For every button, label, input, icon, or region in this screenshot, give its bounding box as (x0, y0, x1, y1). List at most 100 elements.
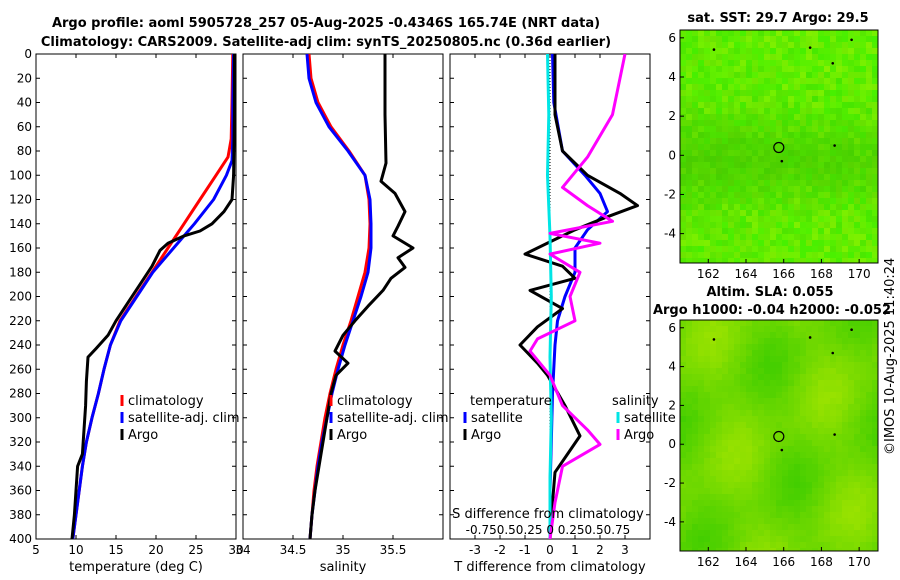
sla_map-cell (842, 512, 849, 519)
sst_map-cell (770, 120, 777, 127)
sst_map-cell (716, 192, 723, 199)
sst_map-cell (728, 36, 735, 43)
sst_map-cell (812, 156, 819, 163)
sla_map-cell (842, 464, 849, 471)
sla_map-cell (788, 512, 795, 519)
sla_map-cell (836, 404, 843, 411)
sla_map-cell (770, 338, 777, 345)
sst_map-cell (746, 144, 753, 151)
sst_map-cell (848, 84, 855, 91)
sla_map-cell (752, 542, 759, 549)
sst_map-cell (830, 108, 837, 115)
sst_map-cell (848, 96, 855, 103)
sst_map-cell (836, 240, 843, 247)
sst_map-cell (788, 132, 795, 139)
sla_map-cell (692, 518, 699, 525)
sst_map-cell (740, 150, 747, 157)
sla_map-cell (836, 386, 843, 393)
sst_map-cell (866, 240, 873, 247)
sla_map-cell (752, 332, 759, 339)
sla_map-cell (842, 386, 849, 393)
sla_map-cell (740, 338, 747, 345)
sla_map-cell (830, 506, 837, 513)
sla_map-cell (680, 434, 687, 441)
sst_map-cell (746, 192, 753, 199)
sla_map-cell (776, 386, 783, 393)
sla_map-cell (788, 524, 795, 531)
sst_map-cell (806, 198, 813, 205)
sla_map-cell (704, 542, 711, 549)
sst_map-cell (776, 228, 783, 235)
temperature-ytick-label: 0 (24, 47, 32, 61)
sst_map-cell (842, 72, 849, 79)
sst_map-cell (680, 186, 687, 193)
temperature-ytick-label: 400 (9, 532, 32, 546)
sla_map-cell (824, 494, 831, 501)
sst_map-cell (728, 54, 735, 61)
sla_map-cell (830, 410, 837, 417)
sst_map-cell (758, 234, 765, 241)
sst_map-cell (752, 138, 759, 145)
sst_map-cell (860, 48, 867, 55)
sst_map-cell (680, 174, 687, 181)
sst_map-cell (806, 48, 813, 55)
sla_map-cell (770, 470, 777, 477)
sla_map-cell (734, 374, 741, 381)
sst_map-cell (686, 174, 693, 181)
temperature-ytick-label: 220 (9, 314, 32, 328)
sst_map-cell (686, 210, 693, 217)
sst_map-cell (800, 210, 807, 217)
sst_map-cell (692, 36, 699, 43)
sla_map-cell (800, 410, 807, 417)
sla_map-cell (806, 488, 813, 495)
sla_map-cell (686, 332, 693, 339)
sst_map-cell (824, 138, 831, 145)
sla_map-cell (842, 356, 849, 363)
sla_map-cell (866, 524, 873, 531)
sst_map-cell (782, 36, 789, 43)
sst_map-cell (734, 102, 741, 109)
sla_map-cell (698, 338, 705, 345)
sla_map-cell (854, 416, 861, 423)
sla_map-cell (866, 476, 873, 483)
sla_map-cell (722, 500, 729, 507)
sla_map-cell (824, 476, 831, 483)
sst_map-cell (710, 138, 717, 145)
sla_map-cell (770, 446, 777, 453)
sst_map-cell (872, 180, 878, 187)
sst_map-cell (746, 240, 753, 247)
sla_map-cell (734, 536, 741, 543)
sst_map-cell (842, 120, 849, 127)
sst_map-cell (860, 138, 867, 145)
sla_map-cell (734, 422, 741, 429)
sla_map-cell (782, 518, 789, 525)
sst_map-cell (704, 36, 711, 43)
sst_map-cell (842, 222, 849, 229)
sst_map-cell (710, 60, 717, 67)
sla_map-cell (686, 452, 693, 459)
sst_map-cell (872, 108, 878, 115)
sst_map-cell (734, 108, 741, 115)
sla_map-cell (812, 470, 819, 477)
sst_map-cell (758, 150, 765, 157)
sst_map-cell (686, 240, 693, 247)
sla_map-cell (734, 332, 741, 339)
sst_map-cell (686, 78, 693, 85)
sst_map-cell (734, 258, 741, 263)
sst_map-cell (704, 174, 711, 181)
sla_map-cell (716, 446, 723, 453)
sst_map-cell (746, 30, 753, 37)
sst_map-cell (734, 222, 741, 229)
sst_map-cell (710, 102, 717, 109)
sla_map-cell (722, 470, 729, 477)
sst_map-cell (842, 138, 849, 145)
sst_map-cell (830, 120, 837, 127)
sla_map-cell (788, 476, 795, 483)
sla_map-cell (740, 356, 747, 363)
sst_map-cell (836, 96, 843, 103)
temperature-ytick-label: 260 (9, 362, 32, 376)
sst_map-cell (830, 174, 837, 181)
sla_map-cell (734, 404, 741, 411)
sst_map-cell (716, 96, 723, 103)
sst_map-cell (800, 174, 807, 181)
